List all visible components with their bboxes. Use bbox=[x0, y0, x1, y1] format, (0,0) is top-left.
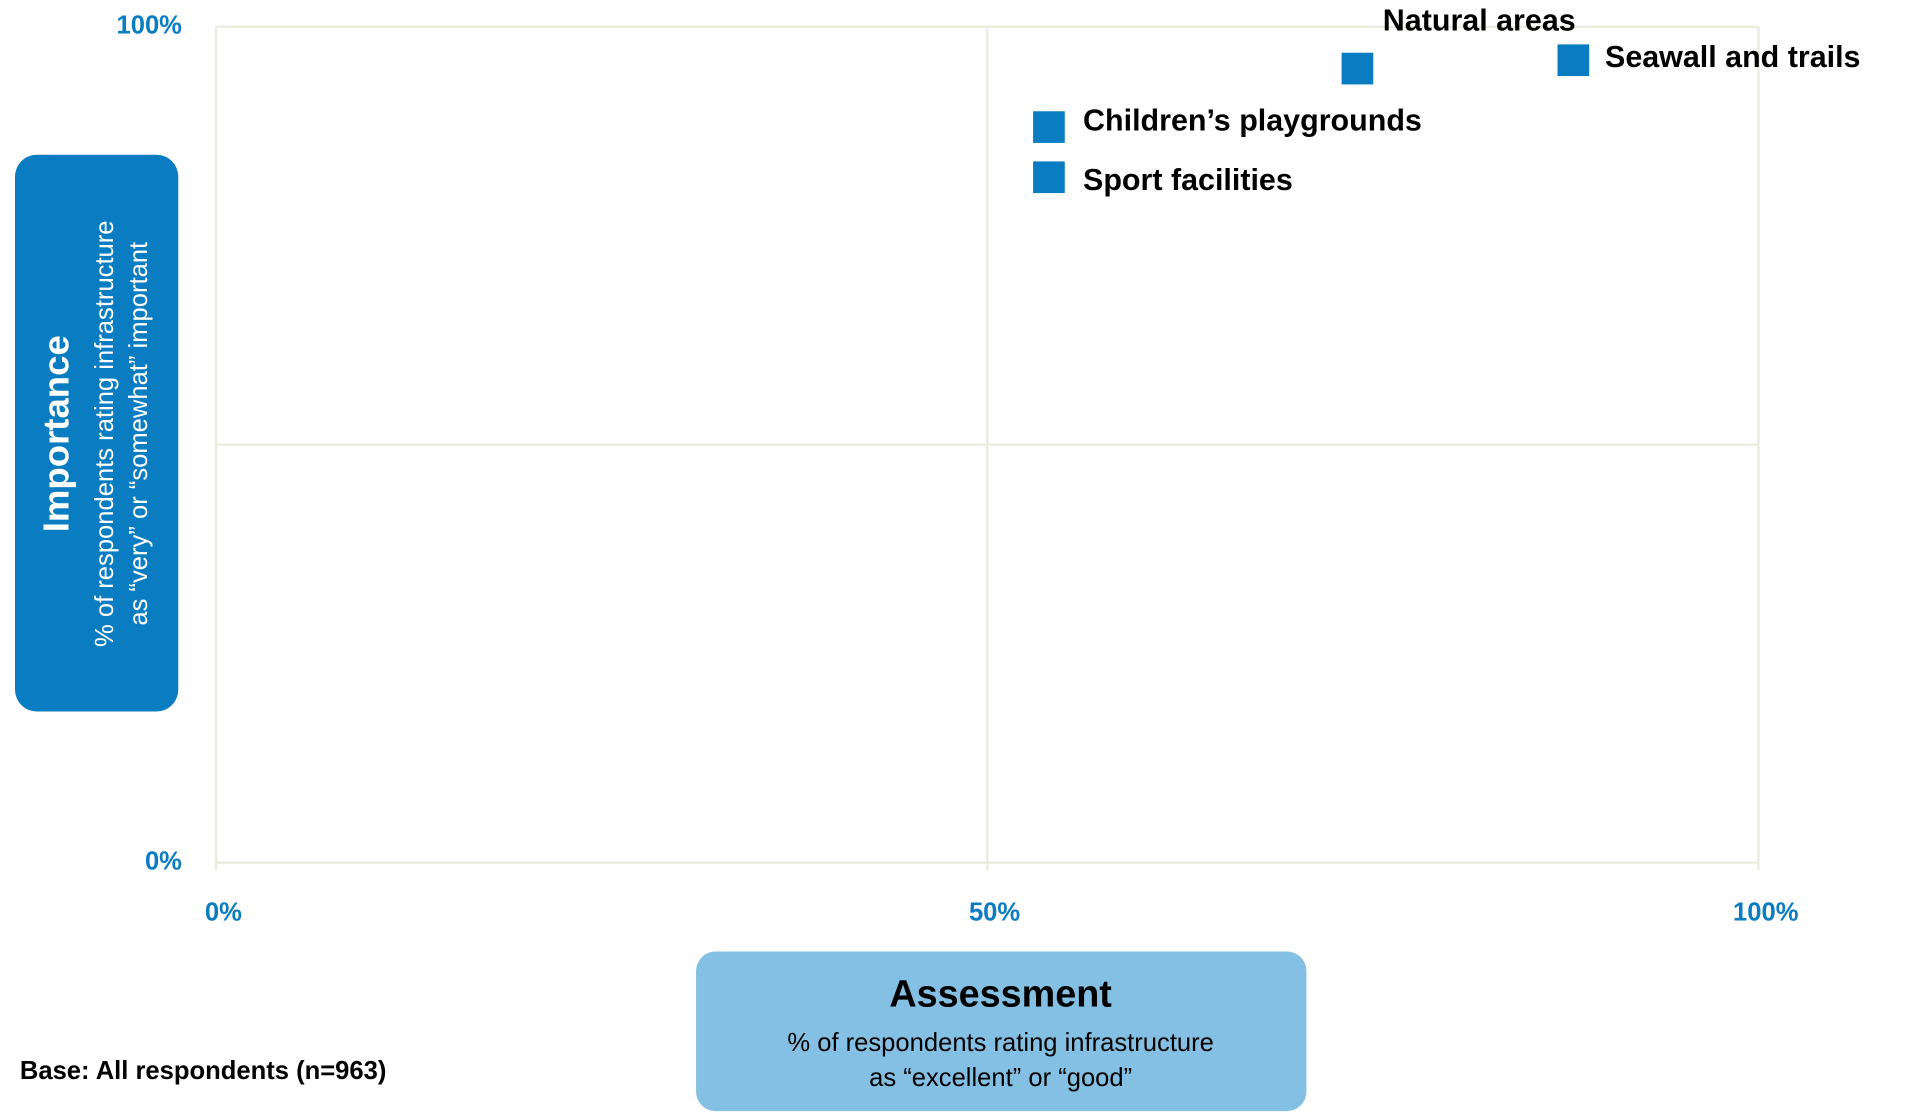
footnote: Base: All respondents (n=963) bbox=[20, 1057, 387, 1085]
y-axis-title-group: Importance % of respondents rating infra… bbox=[36, 220, 154, 647]
point bbox=[1033, 111, 1065, 143]
x-tick-label: 50% bbox=[969, 899, 1020, 927]
y-axis-title-box bbox=[15, 154, 179, 712]
y-tick-label: 100% bbox=[116, 12, 182, 40]
point-label: Natural areas bbox=[1383, 3, 1576, 37]
point bbox=[1033, 161, 1065, 194]
y-tick-label: 0% bbox=[145, 847, 182, 875]
point-label: Children’s playgrounds bbox=[1083, 103, 1422, 137]
point bbox=[1341, 52, 1374, 85]
x-tick-label: 0% bbox=[205, 899, 242, 927]
x-tick-label: 100% bbox=[1733, 899, 1799, 927]
y-axis-title: Importance bbox=[36, 335, 77, 532]
x-axis-title: Assessment bbox=[889, 974, 1112, 1016]
y-axis-subtitle: % of respondents rating infrastructure bbox=[91, 220, 119, 647]
x-axis-subtitle: as “excellent” or “good” bbox=[869, 1064, 1132, 1092]
point-label: Sport facilities bbox=[1083, 163, 1293, 197]
y-axis-subtitle: as “very” or “somewhat” important bbox=[125, 242, 153, 626]
x-axis-subtitle: % of respondents rating infrastructure bbox=[787, 1029, 1214, 1057]
point bbox=[1557, 44, 1590, 77]
point-label: Seawall and trails bbox=[1605, 40, 1860, 74]
x-axis-title-box bbox=[696, 951, 1307, 1112]
